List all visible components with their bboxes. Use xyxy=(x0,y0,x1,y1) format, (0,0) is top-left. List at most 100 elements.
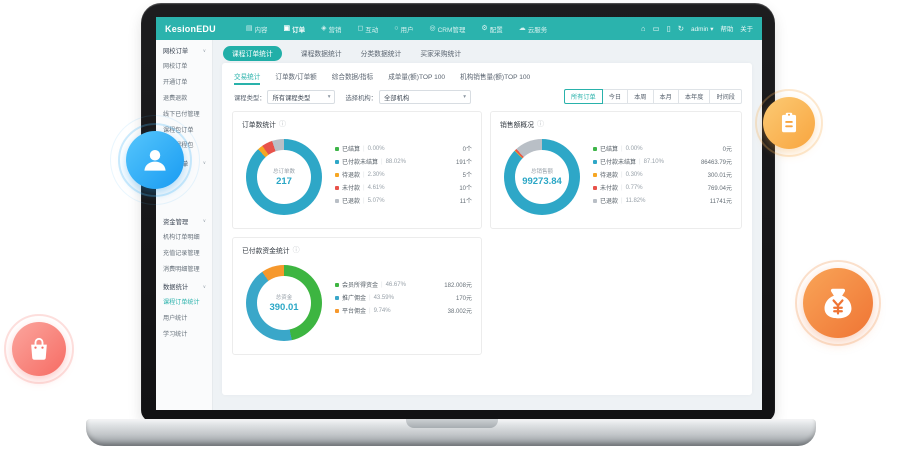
orders-icon: ▣ xyxy=(283,25,291,32)
sidebar-item[interactable]: 学习统计 xyxy=(163,330,188,338)
tab-buyer-purchase-stats[interactable]: 买家采购统计 xyxy=(420,51,462,58)
legend-item: 已结算 | 0.00% 0元 xyxy=(593,142,732,155)
help-link[interactable]: 帮助 xyxy=(720,26,734,33)
legend: 会员所得资金 | 46.67% 182.008元 推广佣金 | 43.59% 170元 平台… xyxy=(335,278,472,317)
clipboard-bubble xyxy=(755,89,823,157)
nav-item-marketing[interactable]: ◈ 营销 xyxy=(321,24,341,34)
info-icon[interactable]: ⓘ xyxy=(292,246,300,254)
sidebar-item[interactable]: 退费退款 xyxy=(163,94,188,102)
legend-item: 待退款 | 0.30% 300.01元 xyxy=(593,168,732,181)
card-title: 销售额概况 ⓘ xyxy=(500,120,544,130)
refresh-icon[interactable]: ↻ xyxy=(677,24,685,33)
legend-item: 待退款 | 2.30% 5个 xyxy=(335,168,472,181)
nav-label: 配置 xyxy=(489,26,503,34)
legend-item: 推广佣金 | 43.59% 170元 xyxy=(335,291,472,304)
legend-item: 未付款 | 0.77% 769.04元 xyxy=(593,181,732,194)
nav-item-interaction[interactable]: ◻ 互动 xyxy=(357,24,378,34)
navbar-right: ⌂ ▭ ▯ ↻ admin ▾ 帮助 关于 xyxy=(641,24,753,33)
chevron-down-icon: ∨ xyxy=(202,160,206,166)
sales-amount-donut xyxy=(504,139,580,215)
course-type-label: 课程类型： xyxy=(234,94,266,102)
date-range-buttons: 所有订单 今日 本周 本月 本年度 时间段 xyxy=(564,89,742,104)
info-icon[interactable]: ⓘ xyxy=(278,120,286,128)
range-all-orders[interactable]: 所有订单 xyxy=(564,89,603,104)
legend-item: 已付款未结算 | 87.10% 86463.79元 xyxy=(593,155,732,168)
info-icon[interactable]: ⓘ xyxy=(536,120,544,128)
ripple-ring xyxy=(4,314,74,384)
main-menu: ▤ 内容 ▣ 订单 ◈ 营销 ◻ 互动 ○ 用户 ◎ CRM管理 ⚙ 配置 ☁ 云服务 xyxy=(246,24,547,34)
shopping-bag-bubble xyxy=(4,314,74,384)
legend-item: 已退款 | 11.82% 11741元 xyxy=(593,194,732,207)
laptop-screen: KesionEDU ▤ 内容 ▣ 订单 ◈ 营销 ◻ 互动 ○ 用户 ◎ CRM管理 ⚙ 配置… xyxy=(156,17,762,410)
tab-top100-org-sales[interactable]: 机构销售量(额)TOP 100 xyxy=(460,74,531,81)
stat-cards: 订单数统计 ⓘ 总订单数 217 已结算 | 0.00% 0个 已付款未结算 | 88.02… xyxy=(232,111,742,355)
primary-tabs: 课程订单统计 课程数据统计 分类数据统计 买家采购统计 xyxy=(213,40,762,61)
ripple-ring xyxy=(795,260,881,346)
donut-center: 总销售额 99273.84 xyxy=(522,168,562,188)
nav-label: 用户 xyxy=(400,26,414,34)
sidebar-item-course-order-stats[interactable]: 课程订单统计 xyxy=(163,299,200,307)
user-icon: ○ xyxy=(394,25,399,32)
sidebar-item[interactable]: 线下已付管理 xyxy=(163,110,200,118)
legend-dot xyxy=(593,159,597,164)
range-today[interactable]: 今日 xyxy=(602,89,629,104)
sidebar-item[interactable]: 机构订单明细 xyxy=(163,234,200,242)
range-week[interactable]: 本周 xyxy=(628,89,654,104)
org-select[interactable]: 全部机构 ▾ xyxy=(378,90,471,104)
nav-item-cloud[interactable]: ☁ 云服务 xyxy=(519,24,548,34)
brand-logo: KesionEDU xyxy=(165,23,216,34)
tab-course-order-stats[interactable]: 课程订单统计 xyxy=(223,45,282,61)
legend-item: 平台佣金 | 9.74% 38.002元 xyxy=(335,304,472,317)
tab-order-count-amount[interactable]: 订单数/订单额 xyxy=(275,74,317,81)
monitor-icon[interactable]: ▭ xyxy=(652,24,660,33)
nav-label: CRM管理 xyxy=(437,26,466,34)
tab-trade-stats[interactable]: 交易统计 xyxy=(234,71,261,85)
tab-category-data-stats[interactable]: 分类数据统计 xyxy=(360,51,402,58)
legend: 已结算 | 0.00% 0个 已付款未结算 | 88.02% 191个 待退款 | 2.30% 5… xyxy=(335,142,472,207)
sidebar-item[interactable]: 充值记录管理 xyxy=(163,249,200,257)
order-count-donut xyxy=(246,139,322,215)
range-custom[interactable]: 时间段 xyxy=(710,89,742,104)
order-count-card: 订单数统计 ⓘ 总订单数 217 已结算 | 0.00% 0个 已付款未结算 | 88.02… xyxy=(232,111,482,229)
legend-dot xyxy=(593,172,597,177)
sidebar: 网校订单∨ 网校订单 开通订单 退费退款 线下已付管理 课程包订单 开通课程包 … xyxy=(156,40,213,410)
course-type-select[interactable]: 所有课程类型 ▾ xyxy=(267,90,336,104)
range-year[interactable]: 本年度 xyxy=(678,89,711,104)
legend-item: 已退款 | 5.07% 11个 xyxy=(335,194,472,207)
sidebar-item[interactable]: 消费明细管理 xyxy=(163,265,200,273)
tab-combined-metrics[interactable]: 综合数据/指标 xyxy=(331,74,374,81)
sidebar-item[interactable]: 网校订单 xyxy=(163,63,188,71)
sidebar-item[interactable]: 开通订单 xyxy=(163,79,188,87)
mobile-icon[interactable]: ▯ xyxy=(666,24,671,33)
legend-dot xyxy=(335,198,339,203)
nav-label: 订单 xyxy=(292,26,306,34)
legend-dot xyxy=(593,198,597,203)
home-icon[interactable]: ⌂ xyxy=(640,24,646,33)
legend-dot xyxy=(335,172,339,177)
nav-item-crm[interactable]: ◎ CRM管理 xyxy=(430,24,466,34)
nav-item-users[interactable]: ○ 用户 xyxy=(394,24,413,34)
legend-item: 已付款未结算 | 88.02% 191个 xyxy=(335,155,472,168)
card-title: 已付款资金统计 ⓘ xyxy=(242,246,300,256)
sidebar-group-school-orders[interactable]: 网校订单 ∨ xyxy=(163,47,206,56)
legend-item: 已结算 | 0.00% 0个 xyxy=(335,142,472,155)
nav-item-orders[interactable]: ▣ 订单 xyxy=(283,24,305,34)
nav-item-content[interactable]: ▤ 内容 xyxy=(246,24,268,34)
sidebar-group-statistics[interactable]: 数据统计 ∨ xyxy=(163,283,206,292)
user-dropdown[interactable]: admin ▾ xyxy=(691,25,714,33)
sidebar-item[interactable]: 用户统计 xyxy=(163,315,188,323)
legend-dot xyxy=(593,185,597,190)
legend-dot xyxy=(593,146,597,151)
chevron-down-icon: ∨ xyxy=(202,47,206,53)
sidebar-group-funds[interactable]: 资金管理 ∨ xyxy=(163,218,206,226)
nav-item-settings[interactable]: ⚙ 配置 xyxy=(481,24,502,34)
nav-label: 营销 xyxy=(328,26,342,34)
sales-amount-card: 销售额概况 ⓘ 总销售额 99273.84 已结算 | 0.00% 0元 已付款未结算 |… xyxy=(490,111,742,229)
tab-course-data-stats[interactable]: 课程数据统计 xyxy=(300,51,342,58)
range-month[interactable]: 本月 xyxy=(653,89,679,104)
tab-top100-orders[interactable]: 成单量(额)TOP 100 xyxy=(388,74,446,81)
crm-icon: ◎ xyxy=(429,25,436,32)
legend-item: 会员所得资金 | 46.67% 182.008元 xyxy=(335,278,472,291)
about-link[interactable]: 关于 xyxy=(740,26,753,33)
